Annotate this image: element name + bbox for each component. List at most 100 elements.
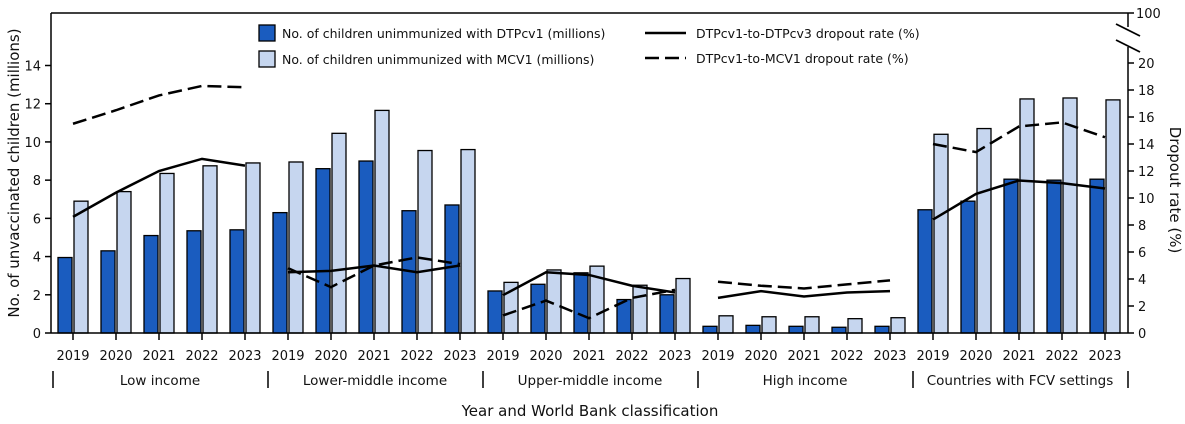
line-dtp1-dtp3-dropout — [287, 264, 461, 274]
bar-mcv1 — [804, 316, 820, 334]
x-tick-label: 2021 — [787, 349, 820, 364]
bar-dtpcv1 — [358, 160, 374, 334]
bar-dtpcv1 — [487, 290, 503, 334]
group-label: Lower-middle income — [303, 373, 447, 389]
axis-break-mark — [1115, 39, 1141, 53]
x-tick-label: 2019 — [56, 349, 89, 364]
bar-dtpcv1 — [1089, 178, 1105, 334]
line-dtp1-dtp3-dropout — [932, 179, 1106, 221]
group-label: High income — [763, 373, 848, 389]
x-tick-label: 2022 — [185, 349, 218, 364]
bar-mcv1 — [847, 318, 863, 334]
y-tick-label: 2 — [33, 289, 41, 304]
bar-dtpcv1 — [702, 325, 718, 334]
y2-tick-label: 20 — [1138, 57, 1155, 72]
legend-label-mcv1: No. of children unimmunized with MCV1 (m… — [282, 52, 594, 67]
x-tick-label: 2023 — [443, 349, 476, 364]
x-tick-label: 2022 — [615, 349, 648, 364]
y-tick-label: 4 — [33, 251, 41, 266]
line-dtp1-dtp3-dropout — [502, 270, 676, 297]
y-tick-label: 8 — [33, 174, 41, 189]
group-label: Countries with FCV settings — [927, 373, 1114, 389]
bar-mcv1 — [890, 317, 906, 334]
bar-mcv1 — [73, 200, 89, 334]
x-tick-label: 2021 — [142, 349, 175, 364]
y2-tick-label: 10 — [1138, 192, 1155, 207]
legend-label-dashed: DTPcv1-to-MCV1 dropout rate (%) — [696, 51, 909, 66]
y-tick-label: 14 — [24, 60, 41, 75]
y-tick-label: 0 — [33, 327, 41, 342]
line-dtp1-mcv1-dropout — [72, 84, 246, 125]
x-tick-label: 2019 — [701, 349, 734, 364]
bar-mcv1 — [331, 132, 347, 334]
x-tick-label: 2022 — [830, 349, 863, 364]
legend-label-dtpcv1: No. of children unimmunized with DTPcv1 … — [282, 26, 605, 41]
x-tick-label: 2020 — [99, 349, 132, 364]
bar-dtpcv1 — [444, 204, 460, 334]
x-tick-label: 2023 — [658, 349, 691, 364]
bar-mcv1 — [1105, 99, 1121, 334]
axis-break-gap — [1125, 27, 1133, 47]
bar-mcv1 — [933, 133, 949, 334]
x-tick-label: 2020 — [529, 349, 562, 364]
dropout-lines — [72, 84, 1106, 320]
line-dtp1-mcv1-dropout — [502, 288, 676, 320]
bar-dtpcv1 — [1046, 179, 1062, 334]
y-axis-title: No. of unvaccinated children (millions) — [5, 28, 23, 317]
line-dtp1-dtp3-dropout — [717, 289, 891, 300]
bar-mcv1 — [632, 284, 648, 334]
bar-dtpcv1 — [788, 325, 804, 334]
x-tick-label: 2020 — [959, 349, 992, 364]
y2-tick-label: 18 — [1138, 84, 1155, 99]
y2-tick-label: 14 — [1138, 138, 1155, 153]
y2-tick-label: 16 — [1138, 111, 1155, 126]
x-tick-label: 2023 — [873, 349, 906, 364]
bar-mcv1 — [374, 109, 390, 334]
x-tick-label: 2019 — [916, 349, 949, 364]
line-dtp1-dtp3-dropout — [72, 157, 246, 218]
bar-mcv1 — [1019, 98, 1035, 334]
bar-dtpcv1 — [272, 211, 288, 334]
x-tick-label: 2022 — [1045, 349, 1078, 364]
x-axis-title: Year and World Bank classification — [461, 402, 719, 420]
y2-tick-label: 4 — [1138, 273, 1146, 288]
x-tick-label: 2022 — [400, 349, 433, 364]
bar-dtpcv1 — [960, 200, 976, 334]
bar-mcv1 — [417, 149, 433, 334]
bar-dtpcv1 — [1003, 178, 1019, 334]
group-label: Upper-middle income — [518, 373, 663, 389]
bar-dtpcv1 — [57, 256, 73, 334]
y2-tick-label: 2 — [1138, 300, 1146, 315]
bar-dtpcv1 — [100, 250, 116, 334]
bar-mcv1 — [976, 127, 992, 334]
bar-mcv1 — [1062, 97, 1078, 334]
y-tick-label: 6 — [33, 212, 41, 227]
x-tick-label: 2020 — [314, 349, 347, 364]
x-tick-label: 2019 — [486, 349, 519, 364]
x-tick-label: 2023 — [1088, 349, 1121, 364]
bar-mcv1 — [288, 161, 304, 334]
bar-dtpcv1 — [186, 230, 202, 334]
x-tick-label: 2020 — [744, 349, 777, 364]
bar-mcv1 — [460, 148, 476, 334]
bar-mcv1 — [245, 162, 261, 334]
bar-mcv1 — [675, 277, 691, 334]
y2-tick-label: 12 — [1138, 165, 1155, 180]
bar-dtpcv1 — [229, 229, 245, 334]
line-dtp1-mcv1-dropout — [932, 121, 1106, 154]
legend-swatch-mcv1 — [258, 50, 276, 68]
x-tick-label: 2023 — [228, 349, 261, 364]
bar-dtpcv1 — [143, 234, 159, 334]
bar-mcv1 — [761, 316, 777, 334]
bar-dtpcv1 — [745, 324, 761, 334]
legend-swatch-dtpcv1 — [258, 24, 276, 42]
bar-dtpcv1 — [874, 325, 890, 334]
x-tick-label: 2021 — [1002, 349, 1035, 364]
y2-axis-title: Dropout rate (%) — [1166, 127, 1184, 254]
y-tick-label: 10 — [24, 136, 41, 151]
axis-break-mark — [1115, 23, 1141, 37]
y-tick-label: 12 — [24, 98, 41, 113]
bar-mcv1 — [202, 165, 218, 334]
bar-dtpcv1 — [831, 326, 847, 334]
